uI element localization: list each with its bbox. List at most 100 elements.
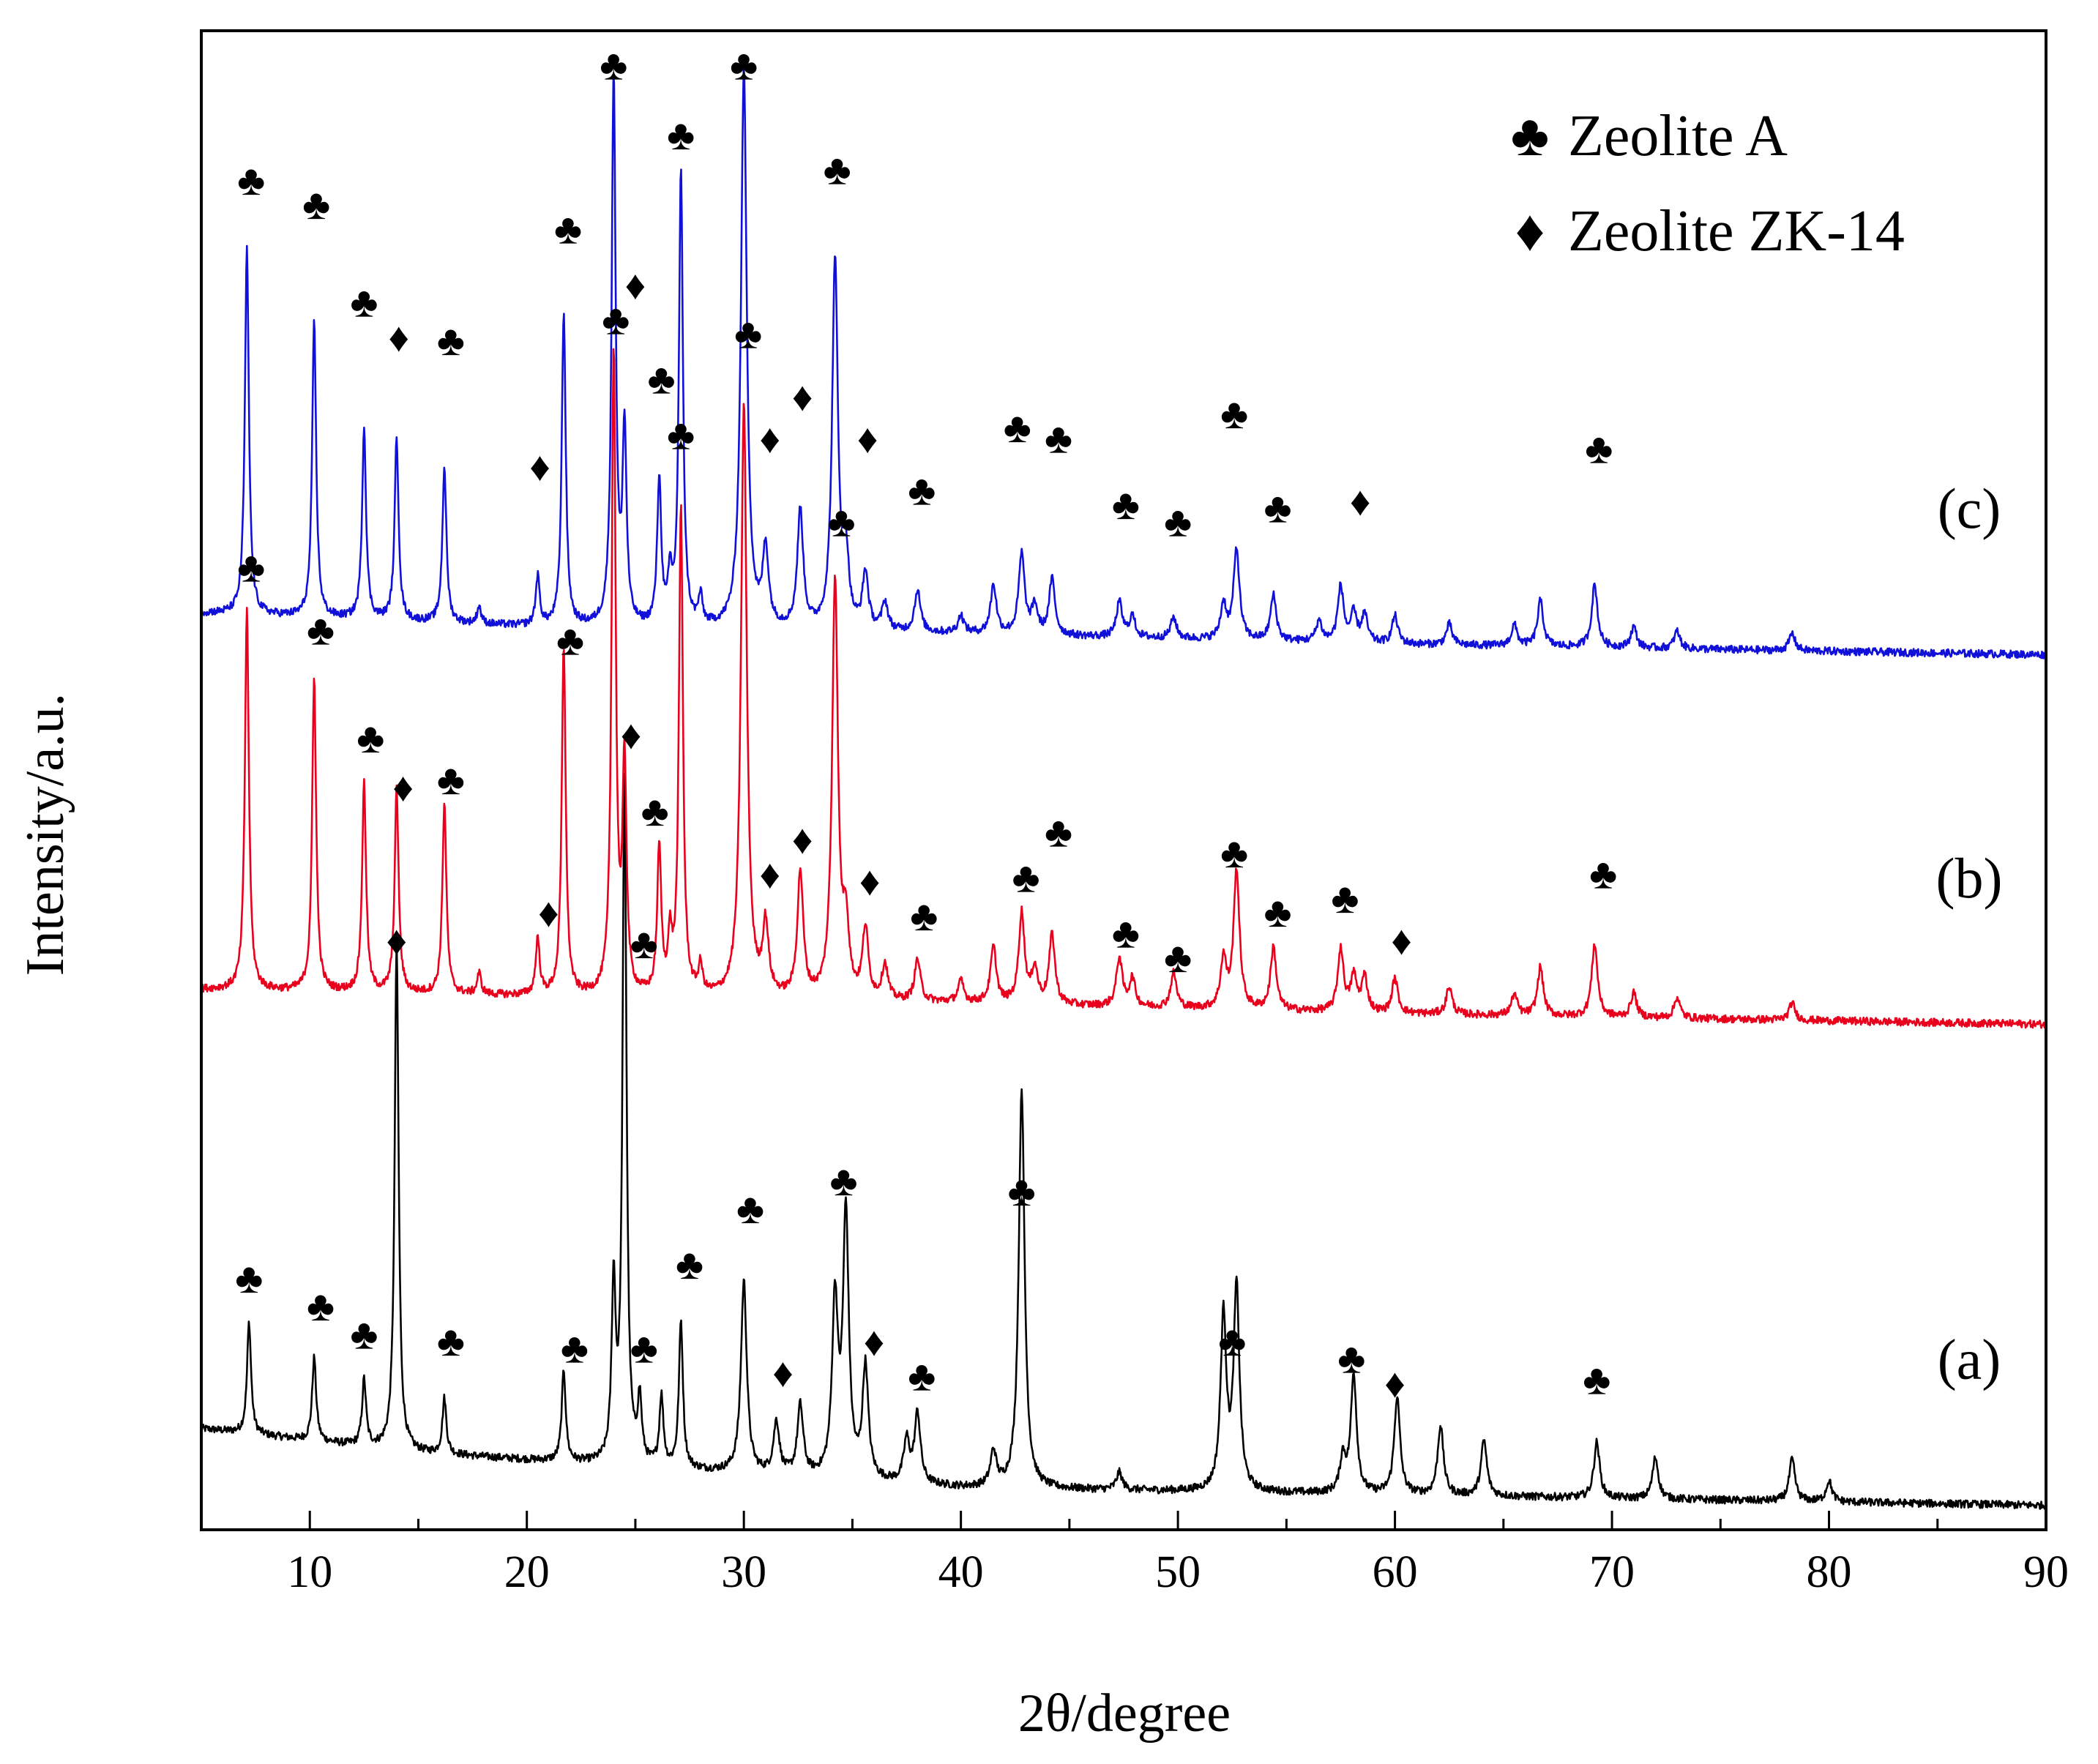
zeolite-a-marker: ♣ [676, 1241, 703, 1288]
series-a: (a) [200, 772, 2047, 1510]
zeolite-a-marker: ♣ [1589, 851, 1617, 898]
zeolite-a-marker: ♣ [1583, 1356, 1610, 1403]
zeolite-a-marker: ♣ [1220, 829, 1248, 877]
zeolite-a-marker: ♣ [237, 544, 265, 591]
zeolite-a-marker: ♣ [554, 206, 582, 253]
zeolite-zk14-marker: ♦ [625, 264, 646, 309]
zeolite-a-marker: ♣ [356, 714, 384, 762]
zeolite-a-marker: ♣ [350, 1310, 378, 1358]
zeolite-a-marker: ♣ [307, 1282, 335, 1330]
zeolite-a-marker: ♣ [910, 892, 938, 940]
series-layer: (a) (b) (c) [200, 66, 2047, 1510]
zeolite-a-marker: ♣ [437, 756, 465, 804]
zeolite-a-marker: ♣ [600, 42, 627, 89]
x-tick-label: 10 [287, 1547, 332, 1597]
zeolite-zk14-marker: ♦ [792, 818, 813, 863]
zeolite-a-marker: ♣ [1045, 808, 1072, 856]
zeolite-zk14-marker: ♦ [388, 315, 409, 361]
zeolite-a-marker: ♣ [1331, 875, 1359, 922]
axes-layer: 10 20 30 40 50 60 70 80 90 [200, 29, 2069, 1597]
zeolite-a-marker: ♣ [1112, 910, 1140, 957]
zeolite-a-marker: ♣ [1112, 481, 1140, 528]
zeolite-zk14-marker: ♦ [1384, 1361, 1405, 1407]
zeolite-a-marker: ♣ [235, 1255, 263, 1302]
legend-club-symbol: ♣ [1511, 104, 1550, 168]
zeolite-zk14-marker: ♦ [1350, 479, 1371, 525]
zeolite-a-marker: ♣ [237, 157, 265, 204]
zeolite-zk14-marker: ♦ [857, 416, 878, 462]
zeolite-zk14-marker: ♦ [392, 766, 414, 811]
zeolite-a-marker: ♣ [1263, 485, 1291, 532]
zeolite-a-marker: ♣ [1164, 498, 1192, 546]
zeolite-a-marker: ♣ [1012, 853, 1040, 901]
series-c: (c) [200, 66, 2047, 659]
zeolite-zk14-marker: ♦ [859, 859, 881, 905]
zeolite-a-marker: ♣ [556, 617, 584, 665]
zeolite-a-marker: ♣ [630, 920, 658, 968]
series-label-b: (b) [1936, 846, 2003, 910]
plot-frame [200, 29, 2047, 1531]
zeolite-a-marker: ♣ [630, 1324, 658, 1372]
zeolite-a-marker: ♣ [830, 1157, 858, 1205]
y-axis-title: Intensity/a.u. [15, 693, 75, 976]
x-tick-label: 40 [938, 1547, 984, 1597]
zeolite-a-marker: ♣ [736, 1185, 764, 1233]
zeolite-a-marker: ♣ [824, 146, 851, 194]
zeolite-a-marker: ♣ [647, 355, 675, 403]
x-tick-label: 90 [2023, 1547, 2069, 1597]
zeolite-a-marker: ♣ [1218, 1318, 1246, 1365]
zeolite-a-marker: ♣ [734, 310, 762, 357]
zeolite-a-marker: ♣ [437, 317, 465, 365]
zeolite-a-marker: ♣ [1585, 425, 1613, 473]
zeolite-a-marker: ♣ [1220, 390, 1248, 438]
zeolite-a-marker: ♣ [350, 279, 378, 326]
x-tick-label: 80 [1807, 1547, 1852, 1597]
zeolite-a-marker: ♣ [908, 467, 936, 515]
x-axis-title: 2θ/degree [1018, 1683, 1231, 1744]
zeolite-zk14-marker: ♦ [759, 853, 780, 898]
peak-annotation-layer: ♣♣♣♦♣ ♣♣♣♣♣♦♣♦♣♣♣ ♣♦ ♣♣♣♣♦ ♣♦♣♣♦♣♣♣♦♦♣♦♣♣♣♣♣… [235, 42, 1617, 1407]
zeolite-a-marker: ♣ [1263, 889, 1291, 936]
zeolite-a-marker: ♣ [561, 1324, 589, 1372]
zeolite-zk14-marker: ♦ [772, 1351, 794, 1397]
legend-label: Zeolite A [1568, 104, 1788, 168]
series-label-a: (a) [1938, 1327, 2001, 1391]
series-b: (b) [200, 348, 2047, 1029]
series-line-c [200, 66, 2047, 659]
x-tick-label: 50 [1155, 1547, 1201, 1597]
x-tick-label: 60 [1373, 1547, 1418, 1597]
zeolite-a-marker: ♣ [667, 411, 695, 459]
zeolite-a-marker: ♣ [602, 296, 630, 343]
zeolite-a-marker: ♣ [1337, 1335, 1365, 1383]
x-tick-label: 30 [721, 1547, 766, 1597]
zeolite-a-marker: ♣ [302, 181, 330, 228]
series-line-b [200, 348, 2047, 1029]
zeolite-a-marker: ♣ [307, 606, 335, 654]
legend-diamond-symbol: ♦ [1515, 199, 1545, 264]
zeolite-zk14-marker: ♦ [1391, 919, 1412, 964]
zeolite-a-marker: ♣ [828, 498, 856, 546]
series-label-c: (c) [1938, 476, 2001, 540]
zeolite-zk14-marker: ♦ [538, 891, 559, 936]
zeolite-zk14-marker: ♦ [759, 416, 780, 462]
zeolite-a-marker: ♣ [908, 1352, 936, 1399]
zeolite-zk14-marker: ♦ [529, 444, 550, 490]
zeolite-a-marker: ♣ [1045, 414, 1072, 462]
zeolite-a-marker: ♣ [667, 111, 695, 159]
zeolite-zk14-marker: ♦ [792, 375, 813, 420]
zeolite-a-marker: ♣ [1004, 404, 1031, 452]
zeolite-zk14-marker: ♦ [387, 919, 408, 964]
legend: ♣ Zeolite A ♦ Zeolite ZK-14 [1511, 104, 1905, 264]
x-tick-label: 20 [504, 1547, 550, 1597]
series-line-a [200, 772, 2047, 1510]
zeolite-a-marker: ♣ [641, 788, 669, 835]
zeolite-a-marker: ♣ [437, 1318, 465, 1365]
zeolite-a-marker: ♣ [730, 42, 758, 89]
legend-label: Zeolite ZK-14 [1568, 199, 1905, 264]
x-tick-label: 70 [1589, 1547, 1635, 1597]
zeolite-a-marker: ♣ [1164, 934, 1192, 982]
zeolite-zk14-marker: ♦ [621, 713, 642, 758]
zeolite-zk14-marker: ♦ [864, 1320, 885, 1365]
zeolite-a-marker: ♣ [1008, 1167, 1036, 1215]
